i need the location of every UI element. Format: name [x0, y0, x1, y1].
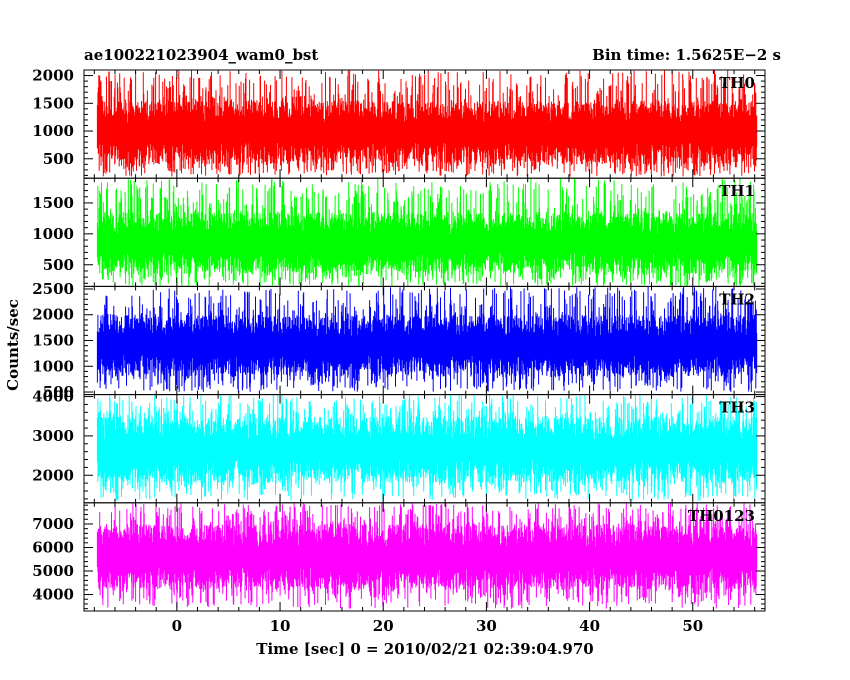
y-tick-label: 2000	[32, 466, 74, 484]
series-th0-trace	[97, 70, 756, 176]
x-axis-label: Time [sec] 0 = 2010/02/21 02:39:04.970	[256, 640, 593, 658]
series-label-th2: TH2	[719, 290, 755, 308]
y-axis-label: Counts/sec	[4, 299, 22, 391]
y-tick-label: 1500	[32, 194, 74, 212]
x-tick-label: 0	[172, 617, 182, 635]
series-label-th0123: TH0123	[688, 507, 755, 525]
y-tick-label: 4000	[32, 388, 74, 406]
y-tick-label: 5000	[32, 562, 74, 580]
y-tick-label: 500	[43, 256, 74, 274]
x-axis: 0 10 20 30 40 50	[172, 617, 704, 635]
y-tick-label: 2500	[32, 280, 74, 298]
y-tick-label: 6000	[32, 538, 74, 556]
panel-th0123: 4000 5000 6000 7000 TH0123	[32, 503, 765, 611]
x-tick-label: 30	[476, 617, 497, 635]
series-th3-trace	[97, 395, 756, 501]
y-tick-label: 7000	[32, 515, 74, 533]
y-tick-label: 1500	[32, 94, 74, 112]
y-tick-label: 1000	[32, 122, 74, 140]
x-tick-label: 10	[270, 617, 291, 635]
series-label-th1: TH1	[719, 182, 755, 200]
x-tick-label: 50	[682, 617, 703, 635]
panel-th3: 2000 3000 4000 TH3	[32, 388, 765, 503]
y-tick-label: 1500	[32, 332, 74, 350]
chart-title: ae100221023904_wam0_bst	[84, 46, 318, 64]
y-tick-label: 1000	[32, 225, 74, 243]
panel-th0: 500 1000 1500 2000 TH0	[32, 67, 765, 179]
y-tick-label: 1000	[32, 357, 74, 375]
series-label-th3: TH3	[719, 399, 755, 417]
y-tick-label: 4000	[32, 586, 74, 604]
y-tick-label: 500	[43, 150, 74, 168]
panel-th1: 500 1000 1500 TH1	[32, 178, 765, 286]
series-th2-trace	[97, 286, 756, 392]
x-tick-label: 20	[373, 617, 394, 635]
y-tick-label: 2000	[32, 67, 74, 85]
series-label-th0: TH0	[719, 74, 755, 92]
series-th0123-trace	[97, 503, 756, 609]
y-tick-label: 3000	[32, 427, 74, 445]
bin-time-label: Bin time: 1.5625E−2 s	[592, 46, 781, 64]
y-tick-label: 2000	[32, 306, 74, 324]
series-th1-trace	[97, 178, 756, 286]
x-tick-label: 40	[579, 617, 600, 635]
